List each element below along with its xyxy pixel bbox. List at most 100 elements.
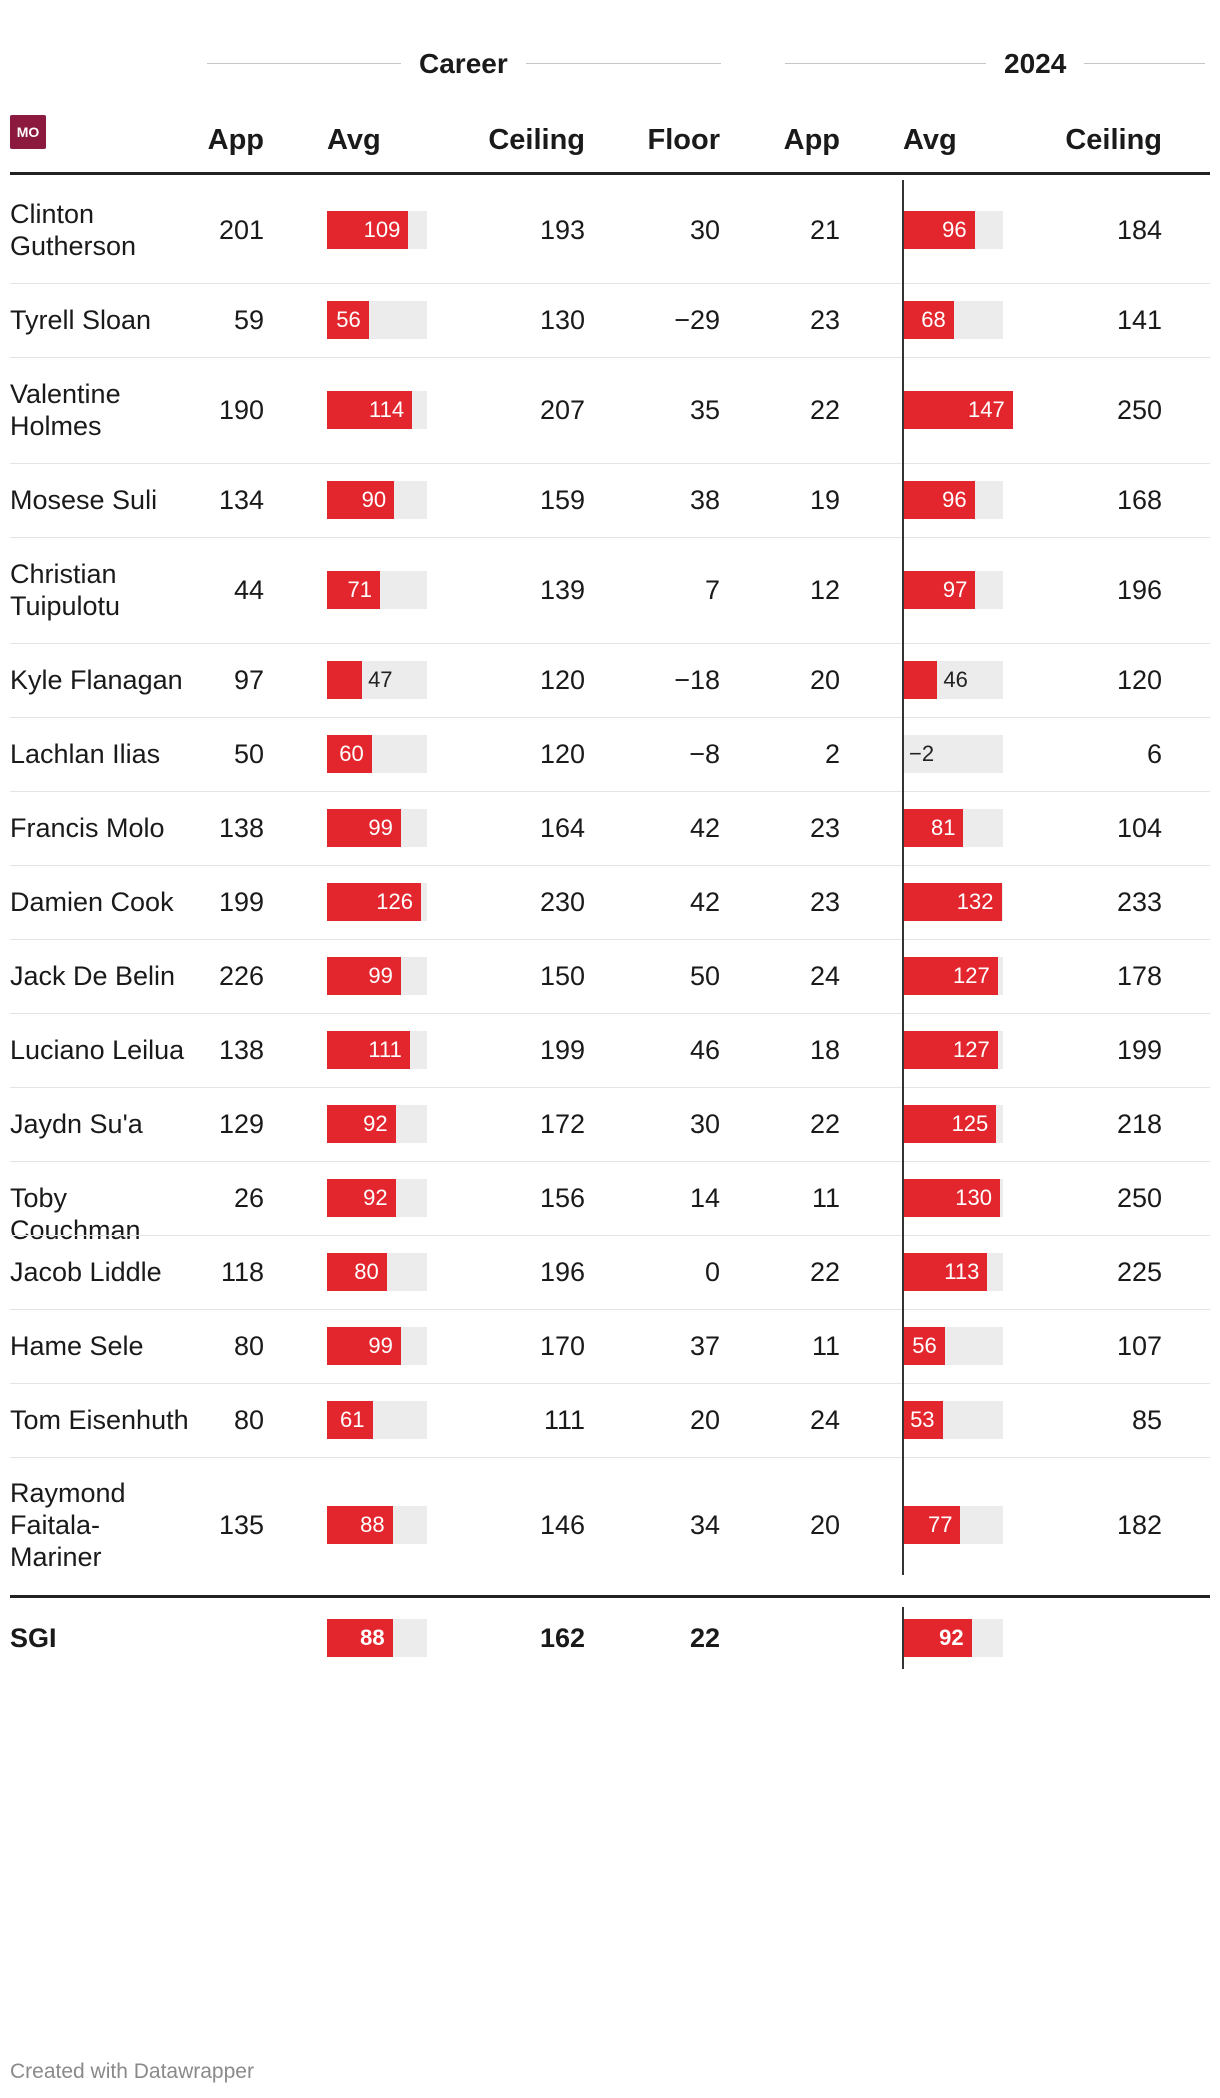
row-13-name: Toby Couchman: [10, 1182, 190, 1246]
row-12-name-line-1: Jaydn Su'a: [10, 1109, 143, 1139]
row-16-2024-avg-bar: [903, 1401, 943, 1439]
row-2-floor: −29: [674, 305, 720, 335]
row-1-floor: 30: [689, 215, 720, 245]
row-8-career-avg-value: 99: [368, 815, 393, 840]
row-6-2024-avg-value: 46: [943, 667, 968, 692]
row-15-floor: 37: [689, 1331, 720, 1361]
row-13-career-avg-value: 92: [363, 1185, 388, 1210]
row-divider: [10, 939, 1210, 940]
row-9-name-line-1: Damien Cook: [10, 887, 174, 917]
row-3-2024-app: 22: [809, 395, 840, 425]
row-17-2024-app: 20: [809, 1510, 840, 1540]
row-6-floor: −18: [674, 665, 720, 695]
row-divider: [10, 791, 1210, 792]
row-1-name-line-1: Clinton: [10, 199, 95, 229]
row-1-career-avg-value: 109: [363, 217, 401, 242]
row-divider: [10, 717, 1210, 718]
row-9-2024-avg-value: 132: [956, 889, 994, 914]
row-17-career-avg-bar: [327, 1506, 393, 1544]
row-1-2024-avg-value: 96: [942, 217, 967, 242]
col-header-ceiling[interactable]: Ceiling: [488, 124, 585, 156]
row-divider: [10, 1013, 1210, 1014]
total-zero-axis: [902, 1607, 904, 1669]
row-14-career-avg-bar: [327, 1253, 387, 1291]
row-14-2024-ceiling: 225: [1116, 1257, 1162, 1287]
row-11-ceiling: 199: [539, 1035, 585, 1065]
row-9-ceiling: 230: [539, 887, 585, 917]
row-5-floor: 7: [704, 575, 720, 605]
row-10-career-avg-bar: [327, 957, 401, 995]
row-10-name-line-1: Jack De Belin: [10, 961, 176, 991]
row-7-ceiling: 120: [539, 739, 585, 769]
row-9-2024-ceiling: 233: [1116, 887, 1162, 917]
row-11-career-avg-bar: [327, 1031, 410, 1069]
row-4-name-line-1: Mosese Suli: [10, 485, 158, 515]
row-14-career-avg-value: 80: [354, 1259, 379, 1284]
row-3-ceiling: 207: [539, 395, 585, 425]
row-3-2024-avg-bar: [903, 391, 1013, 429]
row-12-name: Jaydn Su'a: [10, 1108, 190, 1140]
total-career-avg-bar: [327, 1619, 393, 1657]
row-13-career-app: 26: [233, 1183, 264, 1213]
col-header-2024-avg[interactable]: Avg: [903, 124, 957, 156]
row-2-career-app: 59: [233, 305, 264, 335]
row-7-2024-ceiling: 6: [1146, 739, 1162, 769]
row-8-name: Francis Molo: [10, 812, 190, 844]
row-2-name-line-1: Tyrell Sloan: [10, 305, 152, 335]
total-career-avg-value: 88: [360, 1625, 385, 1650]
row-divider: [10, 1457, 1210, 1458]
row-5-ceiling: 139: [539, 575, 585, 605]
col-header-2024-app[interactable]: App: [783, 124, 840, 156]
row-8-2024-avg-value: 81: [930, 815, 956, 840]
row-5-career-avg-bar: [327, 571, 380, 609]
total-ceiling: 162: [539, 1623, 585, 1653]
row-9-name: Damien Cook: [10, 886, 190, 918]
col-header-career-app[interactable]: App: [207, 124, 264, 156]
row-15-2024-ceiling: 107: [1116, 1331, 1162, 1361]
row-6-name-line-1: Kyle Flanagan: [10, 665, 183, 695]
row-11-name: Luciano Leilua: [10, 1034, 190, 1066]
row-14-2024-app: 22: [809, 1257, 840, 1287]
row-5-name: Christian Tuipulotu: [10, 558, 190, 622]
row-4-career-app: 134: [218, 485, 264, 515]
row-12-2024-avg-value: 125: [951, 1111, 989, 1136]
season-avg-zero-axis: [902, 180, 904, 1575]
row-10-2024-avg-bar: [903, 957, 998, 995]
row-14-career-app: 118: [220, 1257, 264, 1287]
row-12-career-avg-bar: [327, 1105, 396, 1143]
row-17-career-avg-value: 88: [360, 1512, 385, 1537]
row-8-2024-ceiling: 104: [1116, 813, 1162, 843]
col-header-floor[interactable]: Floor: [647, 124, 721, 156]
total-name: SGI: [10, 1623, 57, 1653]
row-5-2024-app: 12: [809, 575, 840, 605]
row-17-career-app: 135: [218, 1510, 264, 1540]
row-divider: [10, 1087, 1210, 1088]
row-4-2024-avg-bar: [903, 481, 975, 519]
total-2024-avg-value: 92: [939, 1625, 964, 1650]
row-13-floor: 14: [689, 1183, 720, 1213]
footer-credit[interactable]: Created with Datawrapper: [10, 2060, 254, 2083]
row-12-2024-avg-bar: [903, 1105, 997, 1143]
row-11-career-avg-value: 111: [368, 1037, 402, 1062]
col-header-2024-ceiling[interactable]: Ceiling: [1065, 124, 1162, 156]
row-9-2024-app: 23: [809, 887, 840, 917]
row-7-name: Lachlan Ilias: [10, 738, 190, 770]
row-16-floor: 20: [689, 1405, 720, 1435]
row-10-2024-avg-value: 127: [953, 963, 990, 988]
row-8-floor: 42: [689, 813, 720, 843]
row-9-floor: 42: [689, 887, 720, 917]
row-15-2024-app: 11: [811, 1331, 840, 1361]
row-divider: [10, 463, 1210, 464]
row-5-name-line-1: Christian: [10, 559, 117, 589]
col-header-career-avg[interactable]: Avg: [327, 124, 381, 156]
row-7-2024-avg-value: −2: [909, 741, 935, 766]
row-17-name: Raymond Faitala- Mariner: [10, 1477, 190, 1573]
row-16-2024-ceiling: 85: [1131, 1405, 1162, 1435]
row-1-2024-ceiling: 184: [1116, 215, 1162, 245]
row-17-name-line-1: Raymond: [10, 1478, 126, 1508]
row-6-2024-app: 20: [809, 665, 840, 695]
row-17-floor: 34: [689, 1510, 720, 1540]
row-divider: [10, 1309, 1210, 1310]
row-12-2024-app: 22: [809, 1109, 840, 1139]
row-16-2024-app: 24: [809, 1405, 840, 1435]
